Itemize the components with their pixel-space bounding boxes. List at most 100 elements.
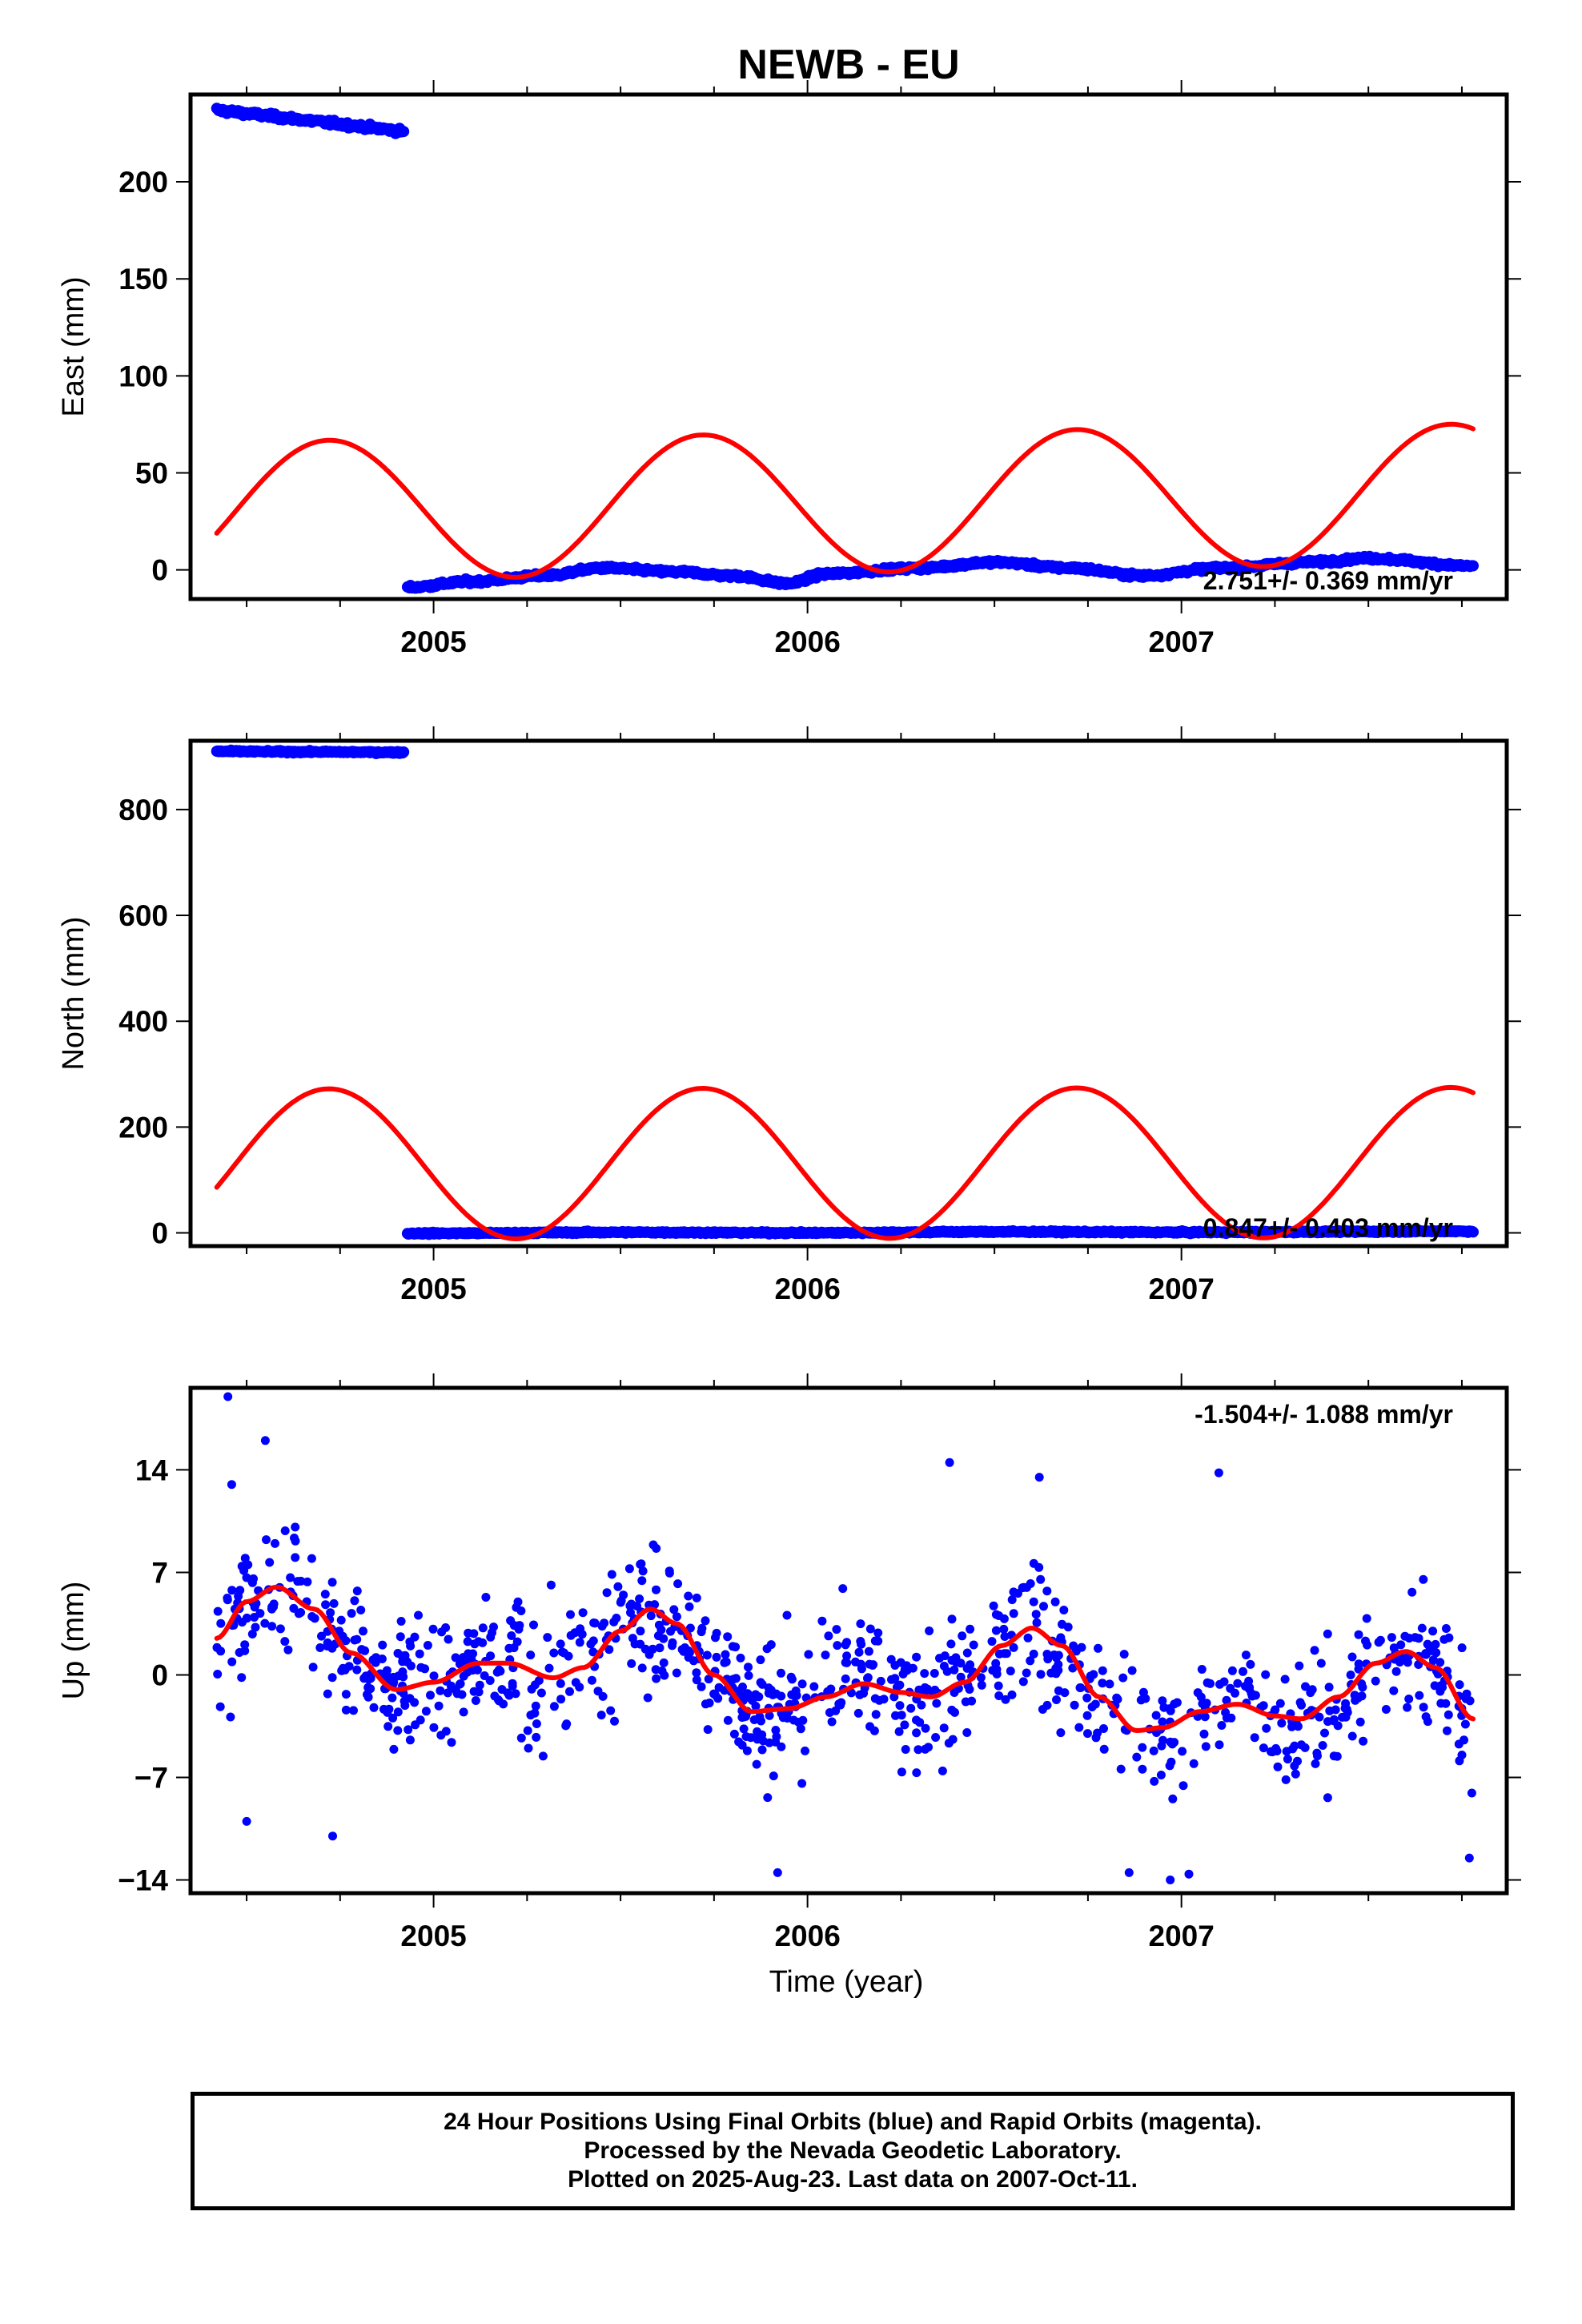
up-data-point xyxy=(1444,1633,1454,1642)
up-x-tick-label: 2006 xyxy=(774,1920,840,1952)
up-data-point xyxy=(723,1632,733,1642)
up-data-point xyxy=(475,1680,484,1690)
east-panel: 2005 2006 2007 0 50 100 150 200 East (mm) 2.751+/… xyxy=(57,80,1521,658)
up-rate-label: -1.504+/- 1.088 mm/yr xyxy=(1195,1400,1453,1429)
up-data-point xyxy=(250,1602,259,1611)
up-data-point xyxy=(1467,1788,1476,1798)
up-data-point xyxy=(405,1735,415,1745)
up-data-point xyxy=(223,1392,233,1401)
up-data-point xyxy=(404,1725,413,1735)
up-data-point xyxy=(588,1647,598,1657)
up-data-point xyxy=(397,1651,407,1661)
up-data-point xyxy=(1325,1706,1335,1715)
up-data-point xyxy=(1038,1705,1047,1714)
up-data-point xyxy=(546,1580,556,1590)
up-data-point xyxy=(1441,1624,1451,1633)
up-data-point xyxy=(873,1636,883,1646)
up-data-point xyxy=(459,1653,468,1663)
north-y-tick-label: 800 xyxy=(118,794,168,826)
up-data-point xyxy=(1282,1747,1291,1756)
up-data-point xyxy=(841,1674,850,1683)
up-data-point xyxy=(1222,1695,1231,1705)
footer-line-1: 24 Hour Positions Using Final Orbits (bl… xyxy=(444,2109,1262,2135)
up-data-point xyxy=(1455,1680,1464,1690)
up-data-point xyxy=(917,1700,926,1710)
up-data-point xyxy=(262,1535,271,1545)
east-y-tick-label: 150 xyxy=(118,263,168,296)
up-data-point xyxy=(1172,1698,1182,1707)
up-data-point xyxy=(469,1629,479,1638)
north-rate-label: 0.847+/- 0.403 mm/yr xyxy=(1203,1213,1453,1242)
up-data-point xyxy=(886,1655,896,1664)
up-data-point xyxy=(508,1682,517,1691)
east-y-tick-label: 200 xyxy=(118,166,168,199)
up-data-point xyxy=(213,1606,223,1616)
up-data-point xyxy=(873,1628,883,1638)
up-data-point xyxy=(590,1618,600,1628)
up-data-point xyxy=(307,1612,317,1621)
up-data-point xyxy=(291,1522,300,1532)
up-data-point xyxy=(801,1746,809,1755)
up-data-point xyxy=(772,1732,781,1742)
up-data-point xyxy=(237,1562,247,1571)
up-data-point xyxy=(1063,1622,1073,1632)
up-data-point xyxy=(463,1637,472,1647)
up-data-point xyxy=(703,1725,713,1735)
up-data-point xyxy=(992,1669,1002,1679)
up-data-point xyxy=(556,1695,566,1704)
up-data-point xyxy=(507,1631,516,1640)
up-data-point xyxy=(271,1538,279,1548)
up-data-point xyxy=(756,1655,765,1665)
up-data-point xyxy=(1118,1673,1128,1683)
up-data-point xyxy=(697,1682,706,1691)
up-data-point xyxy=(1311,1759,1320,1768)
up-data-point xyxy=(1239,1667,1247,1676)
east-rate-label: 2.751+/- 0.369 mm/yr xyxy=(1203,566,1453,595)
up-data-point xyxy=(1291,1769,1300,1779)
up-data-point xyxy=(382,1666,391,1675)
up-data-point xyxy=(235,1586,245,1595)
up-data-point xyxy=(742,1746,752,1755)
up-data-point xyxy=(1250,1733,1259,1743)
up-data-point xyxy=(1099,1744,1109,1754)
up-data-point xyxy=(1151,1711,1161,1720)
up-data-point xyxy=(1070,1700,1079,1710)
up-data-point xyxy=(951,1653,961,1663)
up-data-point xyxy=(532,1732,541,1742)
up-data-point xyxy=(684,1653,693,1662)
up-data-point xyxy=(825,1708,834,1717)
up-data-point xyxy=(388,1672,398,1682)
up-data-point xyxy=(958,1631,967,1641)
up-data-point xyxy=(668,1641,677,1651)
up-data-point xyxy=(921,1686,930,1695)
up-data-point xyxy=(1407,1587,1417,1597)
up-data-point xyxy=(350,1596,359,1606)
up-data-point xyxy=(1290,1761,1299,1771)
up-data-point xyxy=(1166,1876,1175,1884)
up-data-point xyxy=(247,1630,257,1638)
up-data-point xyxy=(723,1715,733,1725)
up-data-point xyxy=(486,1651,496,1661)
up-data-point xyxy=(1221,1707,1231,1717)
up-data-point xyxy=(764,1688,773,1698)
up-data-point xyxy=(895,1680,905,1690)
up-data-point xyxy=(223,1594,232,1602)
up-data-point xyxy=(865,1722,874,1731)
up-data-point xyxy=(1031,1610,1041,1619)
up-data-point xyxy=(856,1619,865,1629)
up-data-point xyxy=(383,1707,392,1717)
up-data-point xyxy=(616,1596,626,1606)
up-data-point xyxy=(588,1636,598,1646)
up-data-point xyxy=(349,1706,358,1715)
up-data-point xyxy=(1093,1728,1102,1738)
up-data-point xyxy=(340,1665,350,1675)
up-data-point xyxy=(1170,1738,1179,1747)
up-data-point xyxy=(1400,1631,1410,1641)
up-data-point xyxy=(1435,1658,1445,1667)
up-data-point xyxy=(347,1609,356,1618)
up-data-point xyxy=(227,1586,237,1595)
up-data-point xyxy=(720,1658,729,1667)
up-data-point xyxy=(842,1658,852,1667)
up-data-point xyxy=(444,1634,453,1644)
